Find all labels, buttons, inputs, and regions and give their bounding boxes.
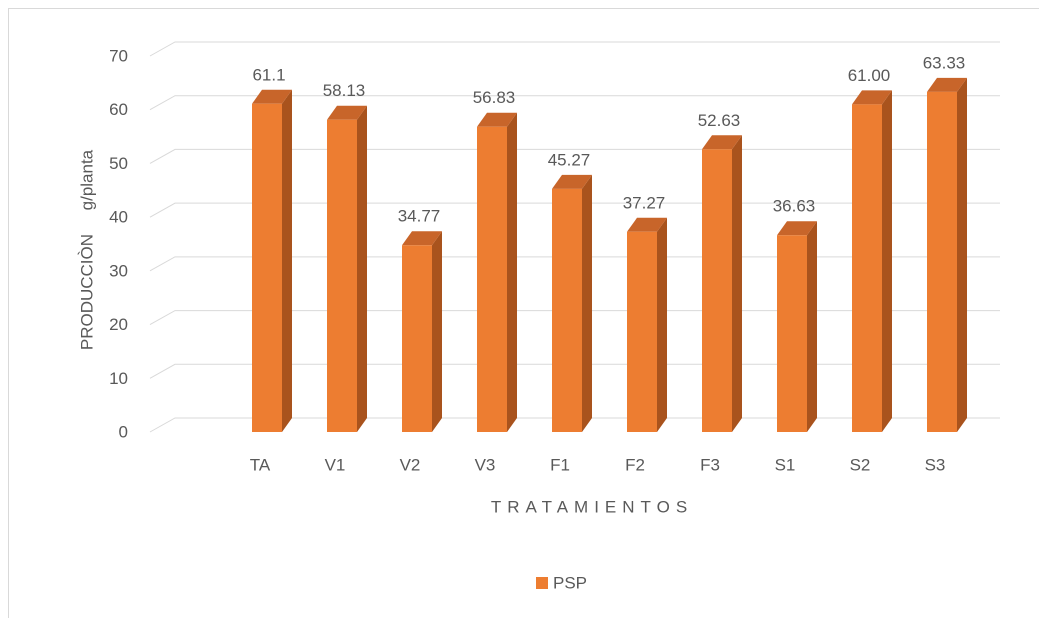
x-tick-label: S1: [775, 455, 796, 474]
bar-front: [552, 189, 582, 432]
value-label: 37.27: [623, 193, 666, 212]
y-tick-label: 10: [109, 369, 128, 388]
bar-side: [657, 218, 667, 432]
value-label: 34.77: [398, 207, 441, 226]
bar: [627, 218, 667, 432]
bar-side: [357, 106, 367, 432]
y-axis-title: PRODUCCIÒN g/planta: [77, 149, 96, 350]
bar-side: [582, 175, 592, 432]
x-tick-label: F3: [700, 455, 720, 474]
bar-side: [957, 78, 967, 432]
value-label: 61.00: [848, 66, 891, 85]
legend-swatch: [536, 577, 548, 589]
bar: [777, 221, 817, 432]
bar: [852, 90, 892, 432]
y-tick-label: 30: [109, 261, 128, 280]
x-tick-label: F2: [625, 455, 645, 474]
bar-side: [282, 90, 292, 432]
x-tick-label: S2: [850, 455, 871, 474]
value-label: 61.1: [252, 65, 285, 84]
bar: [927, 78, 967, 432]
bar-side: [432, 231, 442, 432]
y-tick-label: 60: [109, 100, 128, 119]
bar-side: [732, 135, 742, 432]
x-tick-label: V1: [325, 455, 346, 474]
bar-side: [807, 221, 817, 432]
bar: [252, 90, 292, 432]
x-tick-label: V3: [475, 455, 496, 474]
bar-side: [507, 113, 517, 432]
x-axis-title: TRATAMIENTOS: [491, 497, 693, 516]
bar-front: [402, 245, 432, 432]
bar-front: [627, 232, 657, 432]
bar: [327, 106, 367, 432]
x-tick-label: S3: [925, 455, 946, 474]
y-tick-label: 0: [119, 422, 128, 441]
value-label: 36.63: [773, 197, 816, 216]
value-label: 56.83: [473, 88, 516, 107]
value-label: 63.33: [923, 53, 966, 72]
bar-front: [252, 104, 282, 432]
bar-front: [327, 120, 357, 432]
legend-label: PSP: [553, 573, 587, 592]
y-tick-label: 50: [109, 154, 128, 173]
bar-front: [477, 127, 507, 432]
bar-front: [927, 92, 957, 432]
y-tick-label: 40: [109, 208, 128, 227]
bar: [702, 135, 742, 432]
bar-side: [882, 90, 892, 432]
bar-front: [777, 235, 807, 432]
value-label: 45.27: [548, 150, 591, 169]
value-label: 58.13: [323, 81, 366, 100]
bar: [552, 175, 592, 432]
x-tick-label: F1: [550, 455, 570, 474]
bar-front: [702, 149, 732, 432]
bar: [402, 231, 442, 432]
bar: [477, 113, 517, 432]
grid-line: [150, 42, 1000, 56]
y-tick-label: 20: [109, 315, 128, 334]
value-label: 52.63: [698, 111, 741, 130]
y-tick-label: 70: [109, 46, 128, 65]
x-tick-label: V2: [400, 455, 421, 474]
x-tick-label: TA: [250, 455, 271, 474]
bar-front: [852, 104, 882, 432]
